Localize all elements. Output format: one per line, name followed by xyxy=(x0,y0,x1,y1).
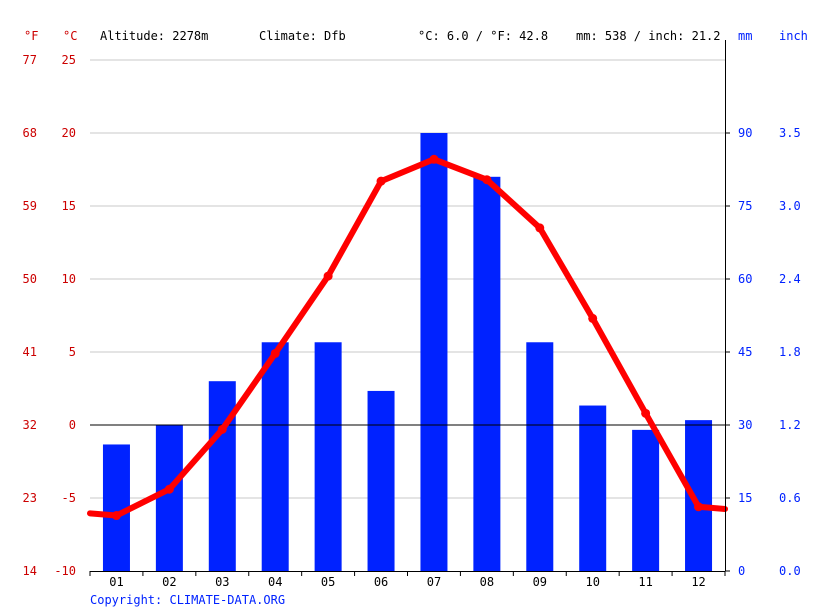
temperature-point xyxy=(694,502,704,512)
temperature-point xyxy=(588,313,598,323)
celsius-tick-label: 20 xyxy=(62,126,76,140)
copyright-text: Copyright: CLIMATE-DATA.ORG xyxy=(90,593,285,607)
precipitation-bar xyxy=(367,390,395,571)
inch-tick-label: 0.0 xyxy=(779,564,801,578)
precipitation-bar xyxy=(420,133,448,571)
precipitation-bar xyxy=(314,342,342,571)
celsius-tick-label: -5 xyxy=(62,491,76,505)
inch-tick-label: 3.0 xyxy=(779,199,801,213)
precipitation-bar xyxy=(473,176,501,572)
month-tick-label: 11 xyxy=(638,575,652,589)
month-tick-label: 04 xyxy=(268,575,282,589)
inch-tick-label: 1.2 xyxy=(779,418,801,432)
inch-tick-label: 1.8 xyxy=(779,345,801,359)
mm-tick-label: 45 xyxy=(738,345,752,359)
inch-unit-label: inch xyxy=(779,29,808,43)
celsius-tick-label: 0 xyxy=(69,418,76,432)
celsius-tick-label: 15 xyxy=(62,199,76,213)
grid-lines xyxy=(90,59,725,499)
fahrenheit-tick-label: 32 xyxy=(23,418,37,432)
temperature-point xyxy=(482,175,492,185)
month-tick-label: 05 xyxy=(321,575,335,589)
month-tick-labels: 01 02 03 04 05 06 07 08 09 10 11 12 xyxy=(109,575,706,589)
temperature-point xyxy=(270,348,280,358)
mm-tick-label: 90 xyxy=(738,126,752,140)
temperature-point xyxy=(429,154,439,164)
mm-tick-label: 30 xyxy=(738,418,752,432)
month-tick-label: 07 xyxy=(427,575,441,589)
temperature-summary: °C: 6.0 / °F: 42.8 xyxy=(418,29,548,43)
celsius-tick-label: 25 xyxy=(62,53,76,67)
precipitation-summary: mm: 538 / inch: 21.2 xyxy=(576,29,721,43)
temperature-series-line xyxy=(87,156,728,519)
fahrenheit-tick-label: 14 xyxy=(23,564,37,578)
month-tick-label: 08 xyxy=(480,575,494,589)
precipitation-bar xyxy=(526,342,554,571)
mm-tick-label: 0 xyxy=(738,564,745,578)
celsius-tick-label: -10 xyxy=(54,564,76,578)
month-tick-label: 06 xyxy=(374,575,388,589)
fahrenheit-tick-label: 68 xyxy=(23,126,37,140)
fahrenheit-unit-label: °F xyxy=(24,29,38,43)
celsius-tick-label: 5 xyxy=(69,345,76,359)
temperature-point xyxy=(217,424,227,434)
mm-tick-label: 75 xyxy=(738,199,752,213)
fahrenheit-tick-label: 23 xyxy=(23,491,37,505)
temperature-point xyxy=(111,511,121,521)
temperature-point xyxy=(535,223,545,233)
precipitation-bar xyxy=(155,425,183,571)
axes xyxy=(89,40,730,576)
temperature-line xyxy=(87,154,728,521)
month-tick-label: 02 xyxy=(162,575,176,589)
climate-label: Climate: Dfb xyxy=(259,29,346,43)
precipitation-bar xyxy=(208,381,236,571)
inch-tick-label: 0.6 xyxy=(779,491,801,505)
temperature-tick-labels: -10 14 -5 23 0 32 5 41 10 50 15 59 20 68 25 77 xyxy=(23,53,76,578)
temperature-point xyxy=(164,484,174,494)
fahrenheit-tick-label: 59 xyxy=(23,199,37,213)
temperature-point xyxy=(641,408,651,418)
altitude-label: Altitude: 2278m xyxy=(100,29,208,43)
precipitation-tick-labels: 0 0.0 15 0.6 30 1.2 45 1.8 60 2.4 75 3.0 90 3.5 xyxy=(738,126,801,578)
inch-tick-label: 2.4 xyxy=(779,272,801,286)
mm-tick-label: 15 xyxy=(738,491,752,505)
mm-unit-label: mm xyxy=(738,29,752,43)
month-tick-label: 12 xyxy=(691,575,705,589)
precipitation-bar xyxy=(632,429,660,571)
celsius-unit-label: °C xyxy=(63,29,77,43)
celsius-tick-label: 10 xyxy=(62,272,76,286)
inch-tick-label: 3.5 xyxy=(779,126,801,140)
precipitation-bar xyxy=(579,405,607,571)
mm-tick-label: 60 xyxy=(738,272,752,286)
fahrenheit-tick-label: 41 xyxy=(23,345,37,359)
month-tick-label: 10 xyxy=(585,575,599,589)
precipitation-bars xyxy=(102,133,713,572)
temperature-point xyxy=(323,271,333,281)
month-tick-label: 09 xyxy=(533,575,547,589)
temperature-point xyxy=(376,176,386,186)
fahrenheit-tick-label: 50 xyxy=(23,272,37,286)
month-tick-label: 01 xyxy=(109,575,123,589)
precipitation-bar xyxy=(261,342,289,571)
month-tick-label: 03 xyxy=(215,575,229,589)
fahrenheit-tick-label: 77 xyxy=(23,53,37,67)
